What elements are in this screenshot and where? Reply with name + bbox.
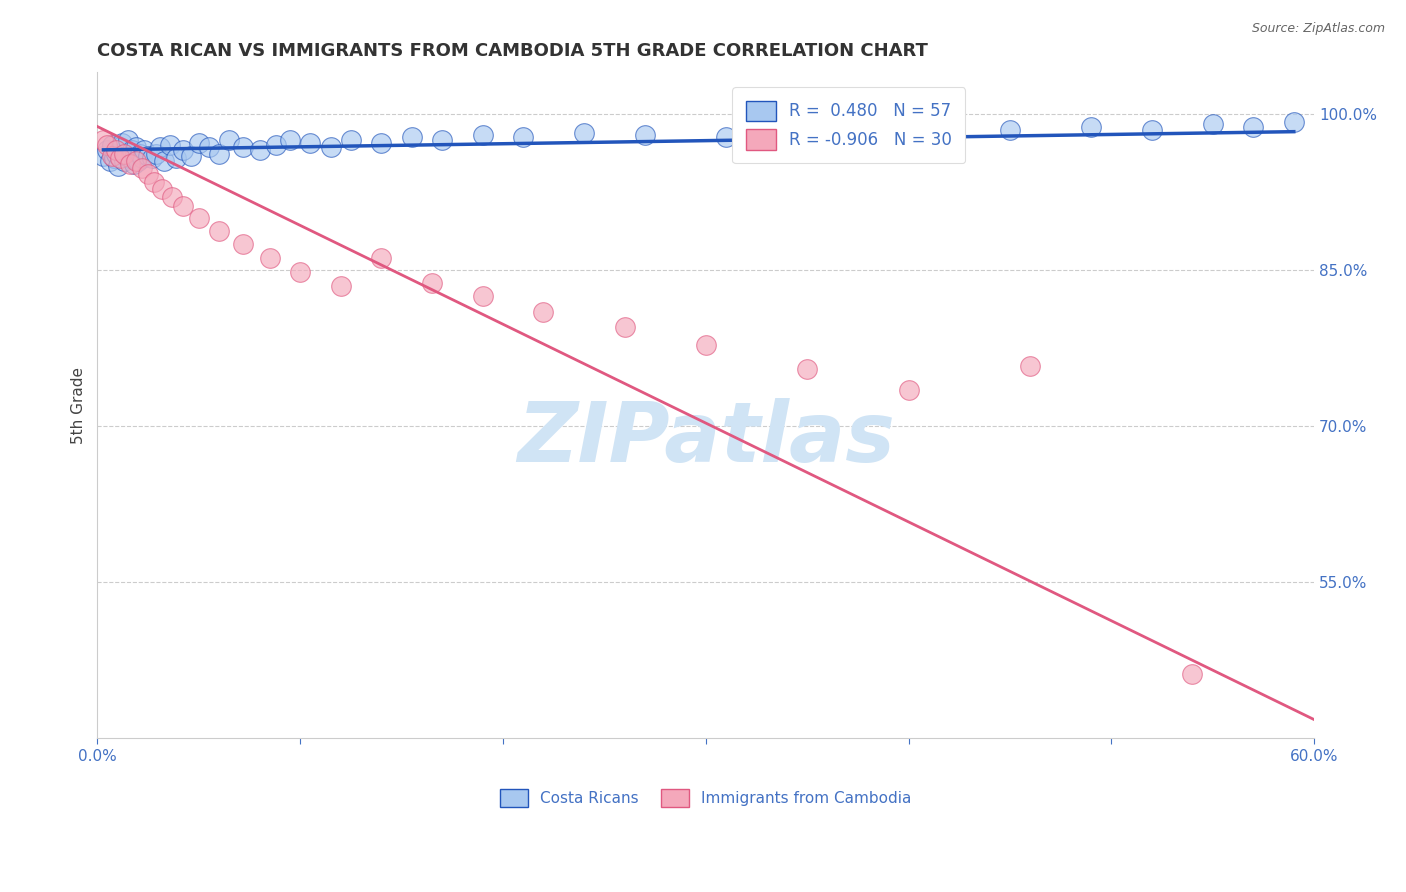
Point [112,153,135,168]
Point [108,151,131,165]
Point [796,362,818,376]
Point [129,146,152,161]
Point [1241,120,1264,134]
Point [153,153,176,168]
Point [208,223,231,237]
Point [172,144,194,158]
Point [118,151,141,165]
Point [471,128,494,142]
Point [471,289,494,303]
Point [100,138,122,153]
Point [112,146,135,161]
Point [1282,115,1305,129]
Point [613,320,636,334]
Point [159,138,181,153]
Point [299,136,322,151]
Point [714,130,737,145]
Point [141,151,163,165]
Point [634,128,657,142]
Point [187,211,209,225]
Point [278,133,301,147]
Point [132,144,155,158]
Point [998,122,1021,136]
Point [572,126,595,140]
Point [1181,666,1204,681]
Point [111,136,134,151]
Text: Source: ZipAtlas.com: Source: ZipAtlas.com [1251,22,1385,36]
Text: ZIPatlas: ZIPatlas [517,398,894,479]
Point [149,140,172,154]
Point [107,159,129,173]
Point [259,251,281,265]
Point [165,151,187,165]
Point [420,276,443,290]
Point [162,190,184,204]
Point [93,133,115,147]
Point [104,146,127,161]
Point [136,168,159,182]
Point [125,153,148,168]
Point [512,130,534,145]
Point [232,140,254,154]
Point [121,144,143,158]
Point [103,151,125,165]
Point [370,251,392,265]
Point [93,149,115,163]
Point [340,133,363,147]
Point [1202,118,1225,132]
Y-axis label: 5th Grade: 5th Grade [72,367,86,444]
Point [96,138,118,153]
Point [100,149,122,163]
Point [796,126,818,140]
Point [232,237,254,252]
Point [198,140,221,154]
Point [938,128,960,142]
Point [108,140,131,154]
Text: COSTA RICAN VS IMMIGRANTS FROM CAMBODIA 5TH GRADE CORRELATION CHART: COSTA RICAN VS IMMIGRANTS FROM CAMBODIA … [97,42,928,60]
Point [114,149,136,163]
Point [127,153,149,168]
Point [150,182,173,196]
Point [877,122,900,136]
Point [533,304,555,318]
Point [897,383,920,397]
Point [131,151,153,165]
Point [98,153,121,168]
Legend: Costa Ricans, Immigrants from Cambodia: Costa Ricans, Immigrants from Cambodia [494,782,918,814]
Point [187,136,209,151]
Point [208,146,231,161]
Point [122,157,145,171]
Point [118,157,141,171]
Point [172,198,194,212]
Point [143,175,166,189]
Point [218,133,240,147]
Point [1140,122,1163,136]
Point [1019,359,1042,373]
Point [1080,120,1102,134]
Point [329,278,352,293]
Point [104,144,127,158]
Point [249,144,271,158]
Point [131,161,153,176]
Point [136,149,159,163]
Point [370,136,392,151]
Point [430,133,453,147]
Point [125,140,148,154]
Point [117,133,139,147]
Point [96,144,118,158]
Point [180,149,202,163]
Point [145,146,167,161]
Point [401,130,423,145]
Point [319,140,342,154]
Point [288,265,311,279]
Point [695,338,717,352]
Point [264,138,287,153]
